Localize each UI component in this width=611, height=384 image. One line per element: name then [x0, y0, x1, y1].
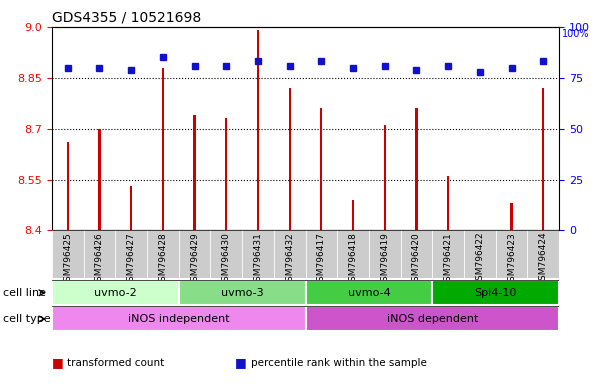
Text: GDS4355 / 10521698: GDS4355 / 10521698 [52, 10, 201, 24]
Text: GSM796427: GSM796427 [126, 232, 136, 286]
Text: GSM796420: GSM796420 [412, 232, 421, 286]
Bar [306, 280, 433, 305]
Bar [306, 306, 559, 331]
Bar [147, 230, 179, 278]
Text: GSM796431: GSM796431 [254, 232, 263, 287]
Text: ■: ■ [235, 356, 247, 369]
Text: percentile rank within the sample: percentile rank within the sample [251, 358, 426, 368]
Text: cell type: cell type [3, 314, 51, 324]
Bar [415, 108, 417, 230]
Bar [433, 280, 559, 305]
Text: GSM796418: GSM796418 [348, 232, 357, 287]
Bar [67, 142, 69, 230]
Text: GSM796430: GSM796430 [222, 232, 231, 287]
Bar [242, 230, 274, 278]
Text: GSM796432: GSM796432 [285, 232, 294, 286]
Bar [320, 108, 323, 230]
Text: GSM796421: GSM796421 [444, 232, 453, 286]
Bar [306, 230, 337, 278]
Bar [115, 230, 147, 278]
Bar [52, 306, 306, 331]
Bar [464, 230, 496, 278]
Bar [510, 203, 513, 230]
Bar [257, 30, 259, 230]
Bar [401, 230, 433, 278]
Text: GSM796422: GSM796422 [475, 232, 485, 286]
Text: Spl4-10: Spl4-10 [475, 288, 517, 298]
Text: uvmo-3: uvmo-3 [221, 288, 263, 298]
Bar [179, 280, 306, 305]
Text: GSM796429: GSM796429 [190, 232, 199, 286]
Bar [52, 230, 84, 278]
Bar [542, 88, 544, 230]
Text: GSM796425: GSM796425 [64, 232, 72, 286]
Bar [352, 200, 354, 230]
Text: iNOS independent: iNOS independent [128, 314, 230, 324]
Bar [162, 68, 164, 230]
Bar [194, 115, 196, 230]
Bar [98, 129, 101, 230]
Text: iNOS dependent: iNOS dependent [387, 314, 478, 324]
Bar [369, 230, 401, 278]
Bar [496, 230, 527, 278]
Bar [433, 230, 464, 278]
Bar [210, 230, 242, 278]
Text: GSM796428: GSM796428 [158, 232, 167, 286]
Text: GSM796426: GSM796426 [95, 232, 104, 286]
Text: cell line: cell line [3, 288, 46, 298]
Text: GSM796423: GSM796423 [507, 232, 516, 286]
Text: transformed count: transformed count [67, 358, 164, 368]
Bar [225, 118, 227, 230]
Bar [130, 186, 133, 230]
Bar [84, 230, 115, 278]
Bar [527, 230, 559, 278]
Bar [274, 230, 306, 278]
Text: GSM796419: GSM796419 [380, 232, 389, 287]
Text: ■: ■ [52, 356, 64, 369]
Bar [179, 230, 210, 278]
Text: GSM796417: GSM796417 [317, 232, 326, 287]
Bar [337, 230, 369, 278]
Bar [288, 88, 291, 230]
Text: 100%: 100% [562, 29, 590, 39]
Text: uvmo-4: uvmo-4 [348, 288, 390, 298]
Bar [52, 280, 179, 305]
Bar [384, 125, 386, 230]
Text: uvmo-2: uvmo-2 [94, 288, 137, 298]
Text: GSM796424: GSM796424 [539, 232, 547, 286]
Bar [447, 176, 449, 230]
